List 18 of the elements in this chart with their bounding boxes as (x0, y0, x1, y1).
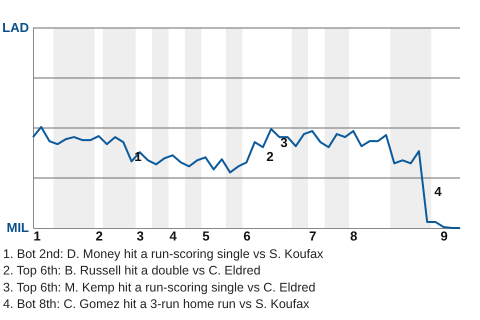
annotation: 3 (280, 135, 288, 150)
x-tick-label: 5 (202, 228, 210, 244)
x-tick-label: 9 (440, 228, 448, 244)
text: 4. Bot 8th: C. Gomez hit a 3-run home run vs S. Koufax (3, 297, 310, 312)
text: LAD (2, 20, 29, 35)
annotation: 2 (266, 149, 274, 164)
x-tick-label: 7 (309, 228, 316, 244)
x-tick-label: 4 (169, 228, 178, 244)
x-tick-label: 2 (96, 228, 103, 244)
annotation: 4 (434, 184, 442, 199)
x-tick-label: 3 (136, 228, 144, 244)
text: MIL (6, 220, 30, 235)
x-tick-label: 6 (243, 228, 251, 244)
text: 2. Top 6th: B. Russell hit a double vs C. Eldred (3, 264, 261, 278)
text: 3. Top 6th: M. Kemp hit a run-scoring single vs C. Eldred (3, 280, 316, 294)
x-tick-label: 1 (34, 228, 41, 244)
text: 1. Bot 2nd: D. Money hit a run-scoring single vs S. Koufax (3, 247, 324, 261)
x-tick-label: 8 (350, 228, 358, 244)
